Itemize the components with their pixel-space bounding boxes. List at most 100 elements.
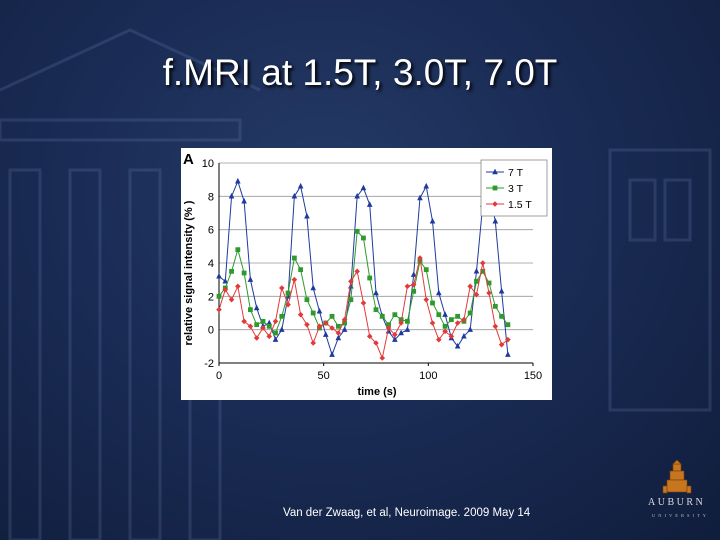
data-point: [467, 326, 473, 332]
data-point: [398, 329, 404, 336]
data-point: [272, 336, 279, 342]
data-point: [241, 197, 247, 204]
data-point: [216, 293, 222, 299]
data-point: [354, 228, 360, 234]
data-point: [291, 255, 297, 261]
data-point: [235, 247, 241, 253]
data-point: [404, 326, 411, 332]
series-2: [216, 255, 511, 361]
data-point: [467, 283, 473, 290]
data-point: [348, 278, 354, 285]
data-point: [348, 297, 354, 303]
x-tick-label: 150: [524, 370, 542, 382]
data-point: [499, 313, 504, 319]
chart-series: [216, 177, 511, 361]
data-point: [448, 333, 455, 340]
logo-wordmark: AUBURN: [648, 497, 706, 508]
data-point: [297, 311, 304, 318]
data-point: [241, 270, 247, 276]
data-point: [505, 322, 511, 328]
data-point: [373, 307, 379, 313]
data-point: [279, 326, 285, 332]
data-point: [335, 330, 342, 336]
y-tick-label: 6: [208, 225, 214, 237]
data-point: [279, 313, 285, 319]
data-point: [398, 320, 404, 326]
data-point: [298, 267, 304, 273]
data-point: [373, 340, 379, 346]
data-point: [366, 201, 373, 207]
data-point: [405, 318, 410, 324]
data-point: [273, 330, 278, 336]
data-point: [392, 312, 398, 318]
data-point: [329, 313, 335, 319]
data-point: [392, 336, 398, 342]
logo-subtext: UNIVERSITY: [652, 513, 709, 518]
data-point: [410, 271, 417, 277]
data-point: [454, 342, 461, 349]
slide-title: f.MRI at 1.5T, 3.0T, 7.0T: [162, 52, 558, 93]
data-point: [248, 307, 253, 313]
data-point: [329, 351, 335, 357]
data-point: [260, 318, 266, 324]
x-tick-label: 0: [216, 370, 222, 382]
data-point: [341, 326, 348, 332]
data-point: [322, 320, 329, 326]
data-point: [398, 317, 404, 323]
data-point: [235, 283, 241, 290]
data-point: [341, 316, 348, 323]
data-point: [505, 351, 511, 357]
data-point: [266, 323, 272, 329]
data-point: [498, 341, 505, 348]
data-point: [285, 301, 291, 308]
data-point: [492, 303, 498, 309]
data-point: [253, 335, 260, 341]
data-point: [228, 192, 235, 199]
data-point: [373, 289, 379, 296]
x-tick-label: 100: [419, 370, 437, 382]
data-point: [417, 194, 423, 201]
auburn-logo-icon: [662, 460, 692, 494]
y-axis-label: relative signal intensity (% ): [183, 200, 195, 345]
chart-legend: 7 T 3 T 1.5 T: [480, 159, 548, 217]
data-point: [473, 291, 480, 298]
data-point: [304, 321, 310, 328]
data-point: [360, 184, 367, 191]
data-point: [448, 317, 454, 323]
data-point: [429, 320, 436, 326]
data-point: [216, 272, 222, 279]
data-point: [410, 281, 417, 288]
y-tick-label: 10: [202, 158, 214, 170]
data-point: [291, 192, 298, 199]
data-point: [474, 278, 479, 284]
data-point: [228, 296, 235, 303]
data-point: [442, 311, 448, 317]
data-point: [442, 323, 448, 329]
data-point: [480, 268, 486, 274]
data-point: [404, 283, 411, 290]
series-line: [218, 257, 509, 360]
data-point: [247, 323, 254, 330]
data-point: [367, 275, 373, 281]
data-point: [285, 290, 291, 296]
data-point: [310, 310, 316, 316]
data-point: [229, 268, 234, 274]
data-point: [423, 182, 430, 189]
data-point: [467, 310, 473, 316]
data-point: [216, 306, 222, 313]
data-point: [430, 300, 435, 306]
data-point: [492, 217, 499, 224]
data-point: [436, 312, 442, 318]
data-point: [498, 287, 505, 294]
data-point: [222, 286, 229, 293]
data-point: [436, 336, 442, 343]
legend-label: 3 T: [508, 183, 524, 195]
data-point: [354, 192, 360, 199]
data-point: [423, 296, 430, 303]
y-tick-label: 2: [208, 291, 214, 303]
data-point: [222, 277, 229, 284]
legend-label: 1.5 T: [508, 199, 532, 211]
x-axis-label: time (s): [357, 386, 396, 398]
data-point: [310, 340, 316, 346]
data-point: [266, 333, 273, 340]
